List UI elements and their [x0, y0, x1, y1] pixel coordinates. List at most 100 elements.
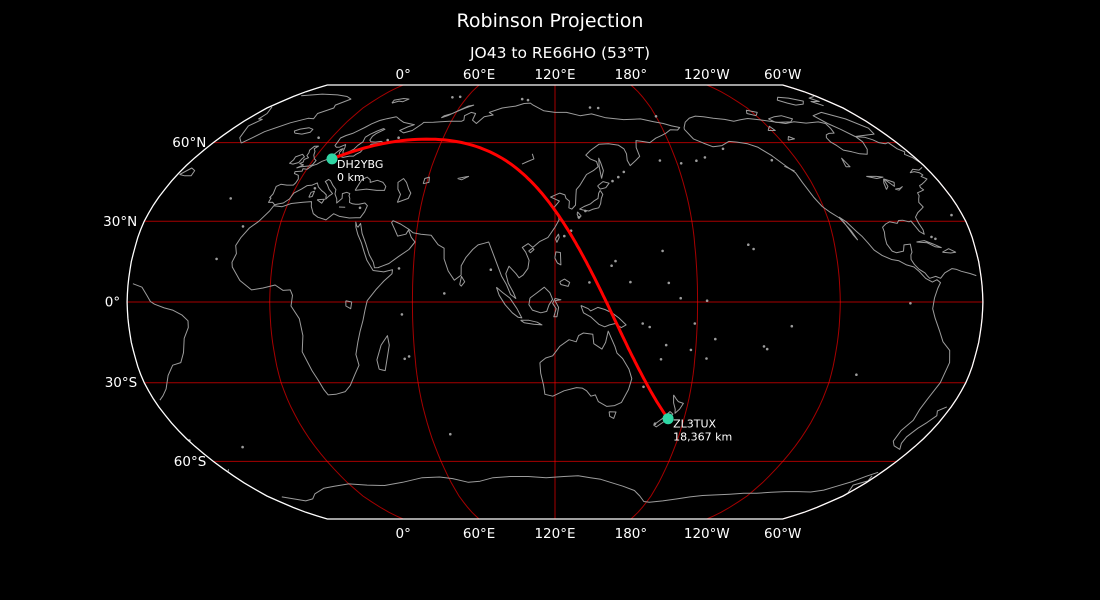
- island-dot: [648, 325, 651, 329]
- island-dot: [526, 98, 530, 102]
- map-title: Robinson Projection: [456, 10, 644, 32]
- coastline: [179, 167, 196, 177]
- coastline: [227, 469, 879, 503]
- coastline: [916, 240, 942, 249]
- coastline: [673, 394, 684, 414]
- lon-tick-label-bottom: 60°W: [764, 526, 801, 542]
- lon-tick-label-bottom: 120°E: [534, 526, 575, 542]
- lon-tick-label-top: 60°W: [764, 67, 801, 83]
- tick-labels: 0° 0° 60°E 60°E 120°E 120°E 180° 180° 120°W 120°W…: [103, 67, 801, 542]
- graticule-meridian: [630, 84, 699, 520]
- island-dot: [596, 106, 600, 110]
- coastline: [787, 136, 795, 141]
- coastline: [745, 109, 758, 117]
- lon-tick-label-top: 0°: [396, 67, 411, 83]
- coastline: [784, 165, 795, 172]
- coastline: [520, 319, 543, 326]
- coastline: [552, 298, 562, 318]
- island-dot: [934, 237, 937, 241]
- island-dot: [358, 206, 362, 210]
- island-dot: [611, 179, 614, 183]
- lon-tick-label-top: 120°E: [534, 67, 575, 83]
- end-callsign-label: ZL3TUX: [673, 418, 716, 431]
- island-dot: [397, 267, 401, 270]
- island-dot: [622, 170, 626, 174]
- coastline: [555, 233, 560, 243]
- island-dot: [397, 136, 400, 139]
- coastline: [767, 125, 776, 131]
- island-dot: [855, 373, 858, 377]
- island-dot: [679, 162, 683, 165]
- coastline: [459, 275, 466, 287]
- island-dot: [449, 432, 452, 436]
- coastline: [441, 104, 475, 119]
- map-subtitle: JO43 to RE66HO (53°T): [469, 44, 650, 62]
- coastline: [866, 175, 884, 179]
- coastline: [132, 115, 977, 450]
- island-dot: [770, 158, 774, 162]
- island-dot: [909, 302, 912, 305]
- island-dot: [610, 264, 613, 268]
- island-dot: [215, 257, 218, 261]
- island-dot: [386, 138, 390, 142]
- island-dot: [317, 136, 320, 139]
- coastline: [554, 251, 562, 266]
- island-dot: [588, 106, 592, 109]
- coastline: [895, 186, 903, 191]
- coastline: [942, 248, 957, 254]
- coastline: [579, 190, 604, 212]
- end-marker: [662, 413, 674, 425]
- coastline: [289, 153, 305, 165]
- coastline: [776, 96, 804, 106]
- coastline: [576, 211, 582, 220]
- coastline: [883, 178, 889, 190]
- coastline: [457, 175, 470, 181]
- island-dot: [693, 322, 697, 325]
- island-dot: [752, 247, 755, 251]
- coastline: [354, 176, 387, 191]
- island-dot: [705, 357, 708, 360]
- lat-tick-label: 30°N: [103, 214, 137, 230]
- lon-tick-label-top: 60°E: [463, 67, 495, 83]
- start-marker: [326, 153, 338, 165]
- graticule-meridian: [411, 84, 480, 520]
- coastline: [391, 98, 410, 104]
- island-dot: [664, 343, 668, 347]
- coastline: [521, 153, 535, 165]
- lat-tick-label: 30°S: [105, 375, 138, 391]
- coastline: [345, 300, 353, 310]
- coastline: [768, 115, 793, 123]
- island-dot: [489, 268, 493, 272]
- island-dot: [653, 422, 657, 426]
- island-dot: [563, 234, 566, 238]
- island-dot: [689, 348, 693, 352]
- map-boundary: [126, 84, 984, 520]
- coastline: [316, 198, 325, 204]
- coastline: [293, 127, 314, 135]
- island-dot: [667, 281, 671, 285]
- island-dot: [403, 357, 407, 361]
- island-dot: [520, 97, 524, 101]
- coastline: [598, 157, 604, 179]
- graticule-meridian: [706, 84, 841, 520]
- island-dot: [451, 96, 454, 99]
- island-dot: [747, 243, 750, 246]
- island-dot: [695, 159, 698, 162]
- island-dot: [407, 355, 411, 358]
- coastline: [597, 181, 610, 190]
- island-dot: [762, 345, 766, 348]
- island-dot: [930, 235, 933, 239]
- island-dot: [229, 197, 232, 200]
- island-dot: [714, 337, 717, 341]
- coastline: [239, 93, 824, 144]
- island-dot: [241, 225, 245, 228]
- island-dot: [241, 445, 244, 449]
- coastline: [231, 102, 681, 396]
- lat-tick-label: 0°: [105, 295, 120, 311]
- lat-tick-label: 60°N: [172, 135, 206, 151]
- coastline: [580, 305, 627, 329]
- great-circle-path: [330, 137, 670, 421]
- graticule: [127, 84, 984, 520]
- island-dot: [642, 385, 645, 389]
